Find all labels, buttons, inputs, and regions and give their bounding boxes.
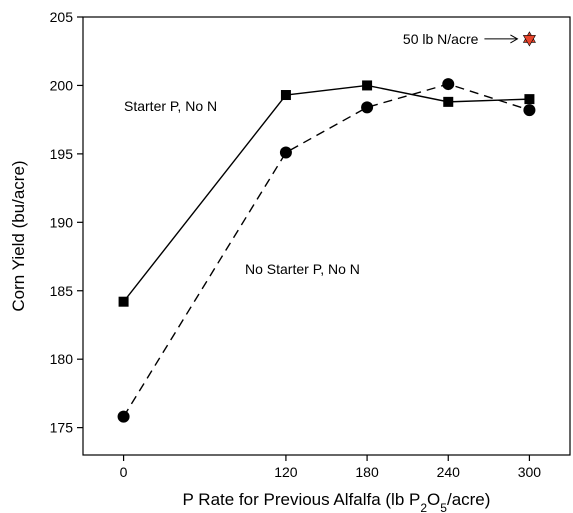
y-tick-label-205: 205 — [50, 9, 74, 25]
series-label-no-starter-p: No Starter P, No N — [245, 261, 360, 277]
y-tick-label-185: 185 — [50, 283, 74, 299]
x-axis-title-suffix: /acre) — [447, 490, 490, 509]
series-line-2 — [122, 83, 530, 418]
y-tick-label-190: 190 — [50, 214, 74, 230]
x-tick-label-240: 240 — [437, 464, 461, 480]
series-1-point-180 — [362, 80, 373, 91]
series-label-starter-p: Starter P, No N — [124, 98, 217, 114]
extra-point-star-down — [522, 35, 536, 47]
y-tick-label-200: 200 — [50, 77, 74, 93]
y-axis-title: Corn Yield (bu/acre) — [9, 160, 28, 311]
annotation-50-lb-n: 50 lb N/acre — [403, 31, 479, 47]
x-axis-title-sub1: 2 — [420, 501, 427, 513]
y-tick-label-180: 180 — [50, 351, 74, 367]
x-axis-title-mid: O — [427, 490, 440, 509]
series-2-point-300 — [523, 104, 536, 117]
series-1-point-240 — [443, 96, 454, 107]
x-axis-title-sub2: 5 — [440, 501, 447, 513]
series-2-point-180 — [361, 101, 374, 114]
x-tick-label-180: 180 — [355, 464, 379, 480]
series-1-point-0 — [118, 296, 129, 307]
x-axis-title-prefix: P Rate for Previous Alfalfa (lb P — [183, 490, 421, 509]
x-axis-title: P Rate for Previous Alfalfa (lb P2O5/acr… — [183, 490, 491, 513]
series-2-point-0 — [117, 410, 130, 423]
series-2-point-120 — [279, 146, 292, 159]
y-tick-label-175: 175 — [50, 420, 74, 436]
x-tick-label-300: 300 — [518, 464, 542, 480]
y-tick-label-195: 195 — [50, 146, 74, 162]
annotation-arrow-head — [510, 34, 519, 44]
series-2-point-240 — [442, 78, 455, 91]
series-1-point-300 — [524, 94, 535, 105]
series-1-point-120 — [280, 90, 291, 101]
x-tick-label-120: 120 — [274, 464, 298, 480]
plot-area: 175 180 185 190 195 200 205 0 120 180 240 300 — [50, 9, 571, 480]
plot-frame — [82, 16, 571, 456]
x-tick-label-0: 0 — [120, 464, 128, 480]
